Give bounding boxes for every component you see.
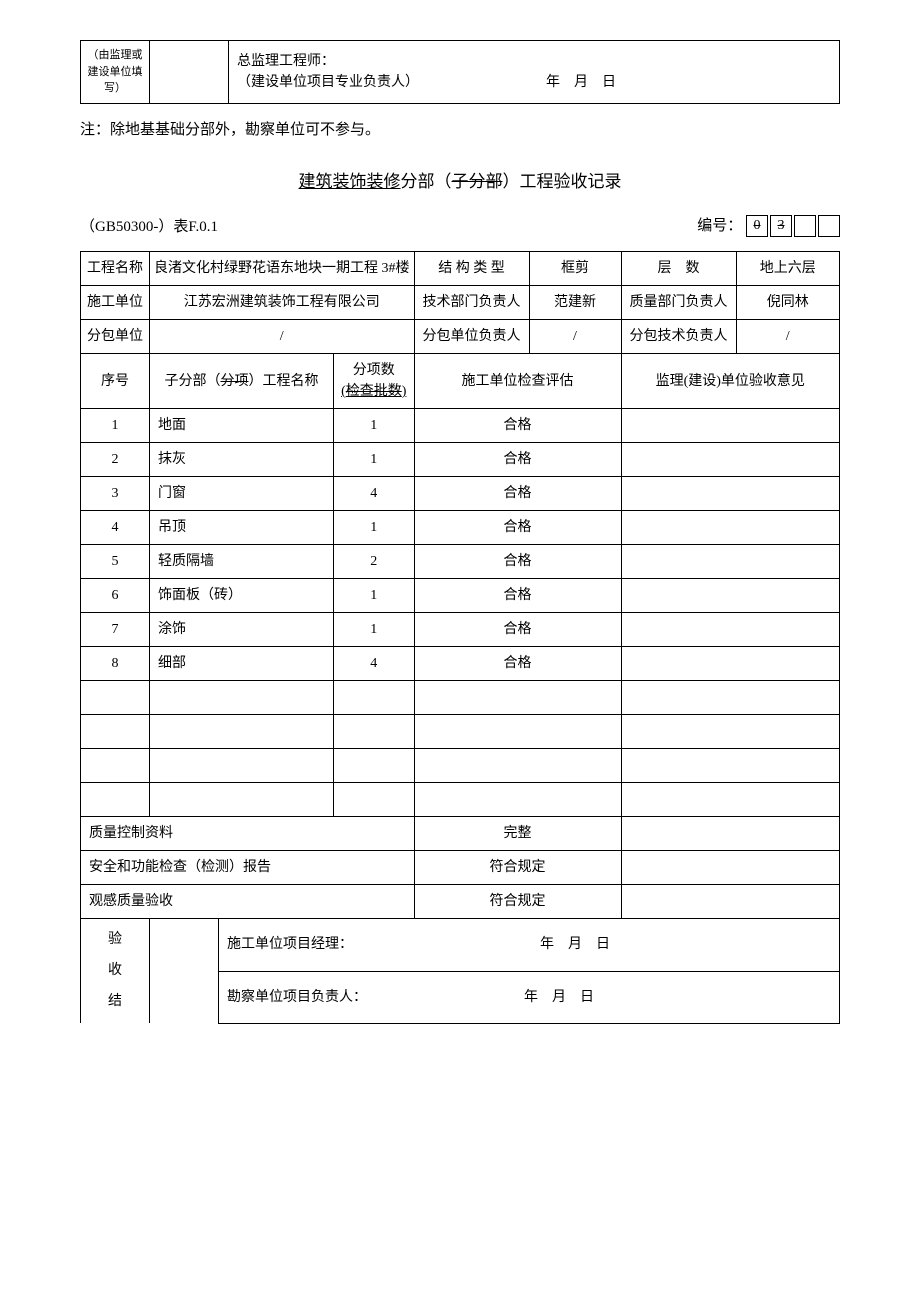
table-row-empty	[81, 749, 840, 783]
summary-safety-row: 安全和功能检查（检测）报告 符合规定	[81, 851, 840, 885]
top-sign-cell: 总监理工程师： （建设单位项目专业负责人） 年 月 日	[229, 41, 840, 104]
top-blank	[150, 41, 229, 104]
table-row: 2抹灰1合格	[81, 443, 840, 477]
summary-qc-row: 质量控制资料 完整	[81, 817, 840, 851]
note-text: 注：除地基基础分部外，勘察单位可不参与。	[80, 118, 840, 139]
table-row: 7涂饰1合格	[81, 613, 840, 647]
tech-head-label: 技术部门负责人	[414, 286, 529, 320]
sub-head-label: 分包单位负责人	[414, 320, 529, 354]
struct-type-label: 结 构 类 型	[414, 252, 529, 286]
appearance-label: 观感质量验收	[81, 885, 415, 919]
sub-value: /	[150, 320, 415, 354]
serial-number: 编号： 0 3	[697, 214, 840, 238]
serial-box-2: 3	[770, 215, 792, 237]
sub-tech-label: 分包技术负责人	[621, 320, 736, 354]
col-count: 分项数 (检查批数)	[334, 354, 415, 409]
table-row-empty	[81, 681, 840, 715]
owner-head-label: （建设单位项目专业负责人）	[237, 75, 419, 90]
table-row: 8细部4合格	[81, 647, 840, 681]
top-date: 年 月 日	[546, 75, 616, 90]
sub-tech-value: /	[736, 320, 840, 354]
header-row-3: 分包单位 / 分包单位负责人 / 分包技术负责人 /	[81, 320, 840, 354]
header-row-1: 工程名称 良渚文化村绿野花语东地块一期工程 3#楼 结 构 类 型 框剪 层 数…	[81, 252, 840, 286]
floors-label: 层 数	[621, 252, 736, 286]
safety-value: 符合规定	[414, 851, 621, 885]
qc-label: 质量控制资料	[81, 817, 415, 851]
table-row: 5轻质隔墙2合格	[81, 545, 840, 579]
qc-value: 完整	[414, 817, 621, 851]
struct-type-value: 框剪	[529, 252, 621, 286]
table-row-empty	[81, 715, 840, 749]
tech-head-value: 范建新	[529, 286, 621, 320]
serial-box-4	[818, 215, 840, 237]
doc-title: 建筑装饰装修分部（子分部）工程验收记录	[80, 167, 840, 192]
table-row: 3门窗4合格	[81, 477, 840, 511]
summary-appearance-row: 观感质量验收 符合规定	[81, 885, 840, 919]
col-eval: 施工单位检查评估	[414, 354, 621, 409]
floors-value: 地上六层	[736, 252, 840, 286]
header-row-2: 施工单位 江苏宏洲建筑装饰工程有限公司 技术部门负责人 范建新 质量部门负责人 …	[81, 286, 840, 320]
pm-sign: 施工单位项目经理： 年 月 日	[219, 919, 840, 971]
col-seq: 序号	[81, 354, 150, 409]
qc-head-label: 质量部门负责人	[621, 286, 736, 320]
appearance-value: 符合规定	[414, 885, 621, 919]
serial-box-1: 0	[746, 215, 768, 237]
serial-box-3	[794, 215, 816, 237]
project-name-label: 工程名称	[81, 252, 150, 286]
chief-engineer-label: 总监理工程师：	[237, 51, 835, 72]
contractor-label: 施工单位	[81, 286, 150, 320]
survey-sign: 勘察单位项目负责人： 年 月 日	[219, 971, 840, 1023]
top-signature-box: （由监理或建设单位填写） 总监理工程师： （建设单位项目专业负责人） 年 月 日	[80, 40, 840, 104]
col-name: 子分部（分项）工程名称	[150, 354, 334, 409]
table-row: 4吊顶1合格	[81, 511, 840, 545]
top-left-note: （由监理或建设单位填写）	[81, 41, 150, 104]
table-row: 6饰面板（砖）1合格	[81, 579, 840, 613]
standard-code: （GB50300-）表F.0.1	[80, 215, 218, 236]
safety-label: 安全和功能检查（检测）报告	[81, 851, 415, 885]
qc-head-value: 倪同林	[736, 286, 840, 320]
contractor-value: 江苏宏洲建筑装饰工程有限公司	[150, 286, 415, 320]
table-row: 1地面1合格	[81, 409, 840, 443]
sign-row-1: 验收结 施工单位项目经理： 年 月 日	[81, 919, 840, 971]
sign-header: 验收结	[81, 919, 150, 1024]
sub-head-value: /	[529, 320, 621, 354]
main-table: 工程名称 良渚文化村绿野花语东地块一期工程 3#楼 结 构 类 型 框剪 层 数…	[80, 251, 840, 1024]
column-header-row: 序号 子分部（分项）工程名称 分项数 (检查批数) 施工单位检查评估 监理(建设…	[81, 354, 840, 409]
project-name-value: 良渚文化村绿野花语东地块一期工程 3#楼	[150, 252, 415, 286]
code-row: （GB50300-）表F.0.1 编号： 0 3	[80, 214, 840, 238]
sub-label: 分包单位	[81, 320, 150, 354]
col-opinion: 监理(建设)单位验收意见	[621, 354, 840, 409]
table-row-empty	[81, 783, 840, 817]
